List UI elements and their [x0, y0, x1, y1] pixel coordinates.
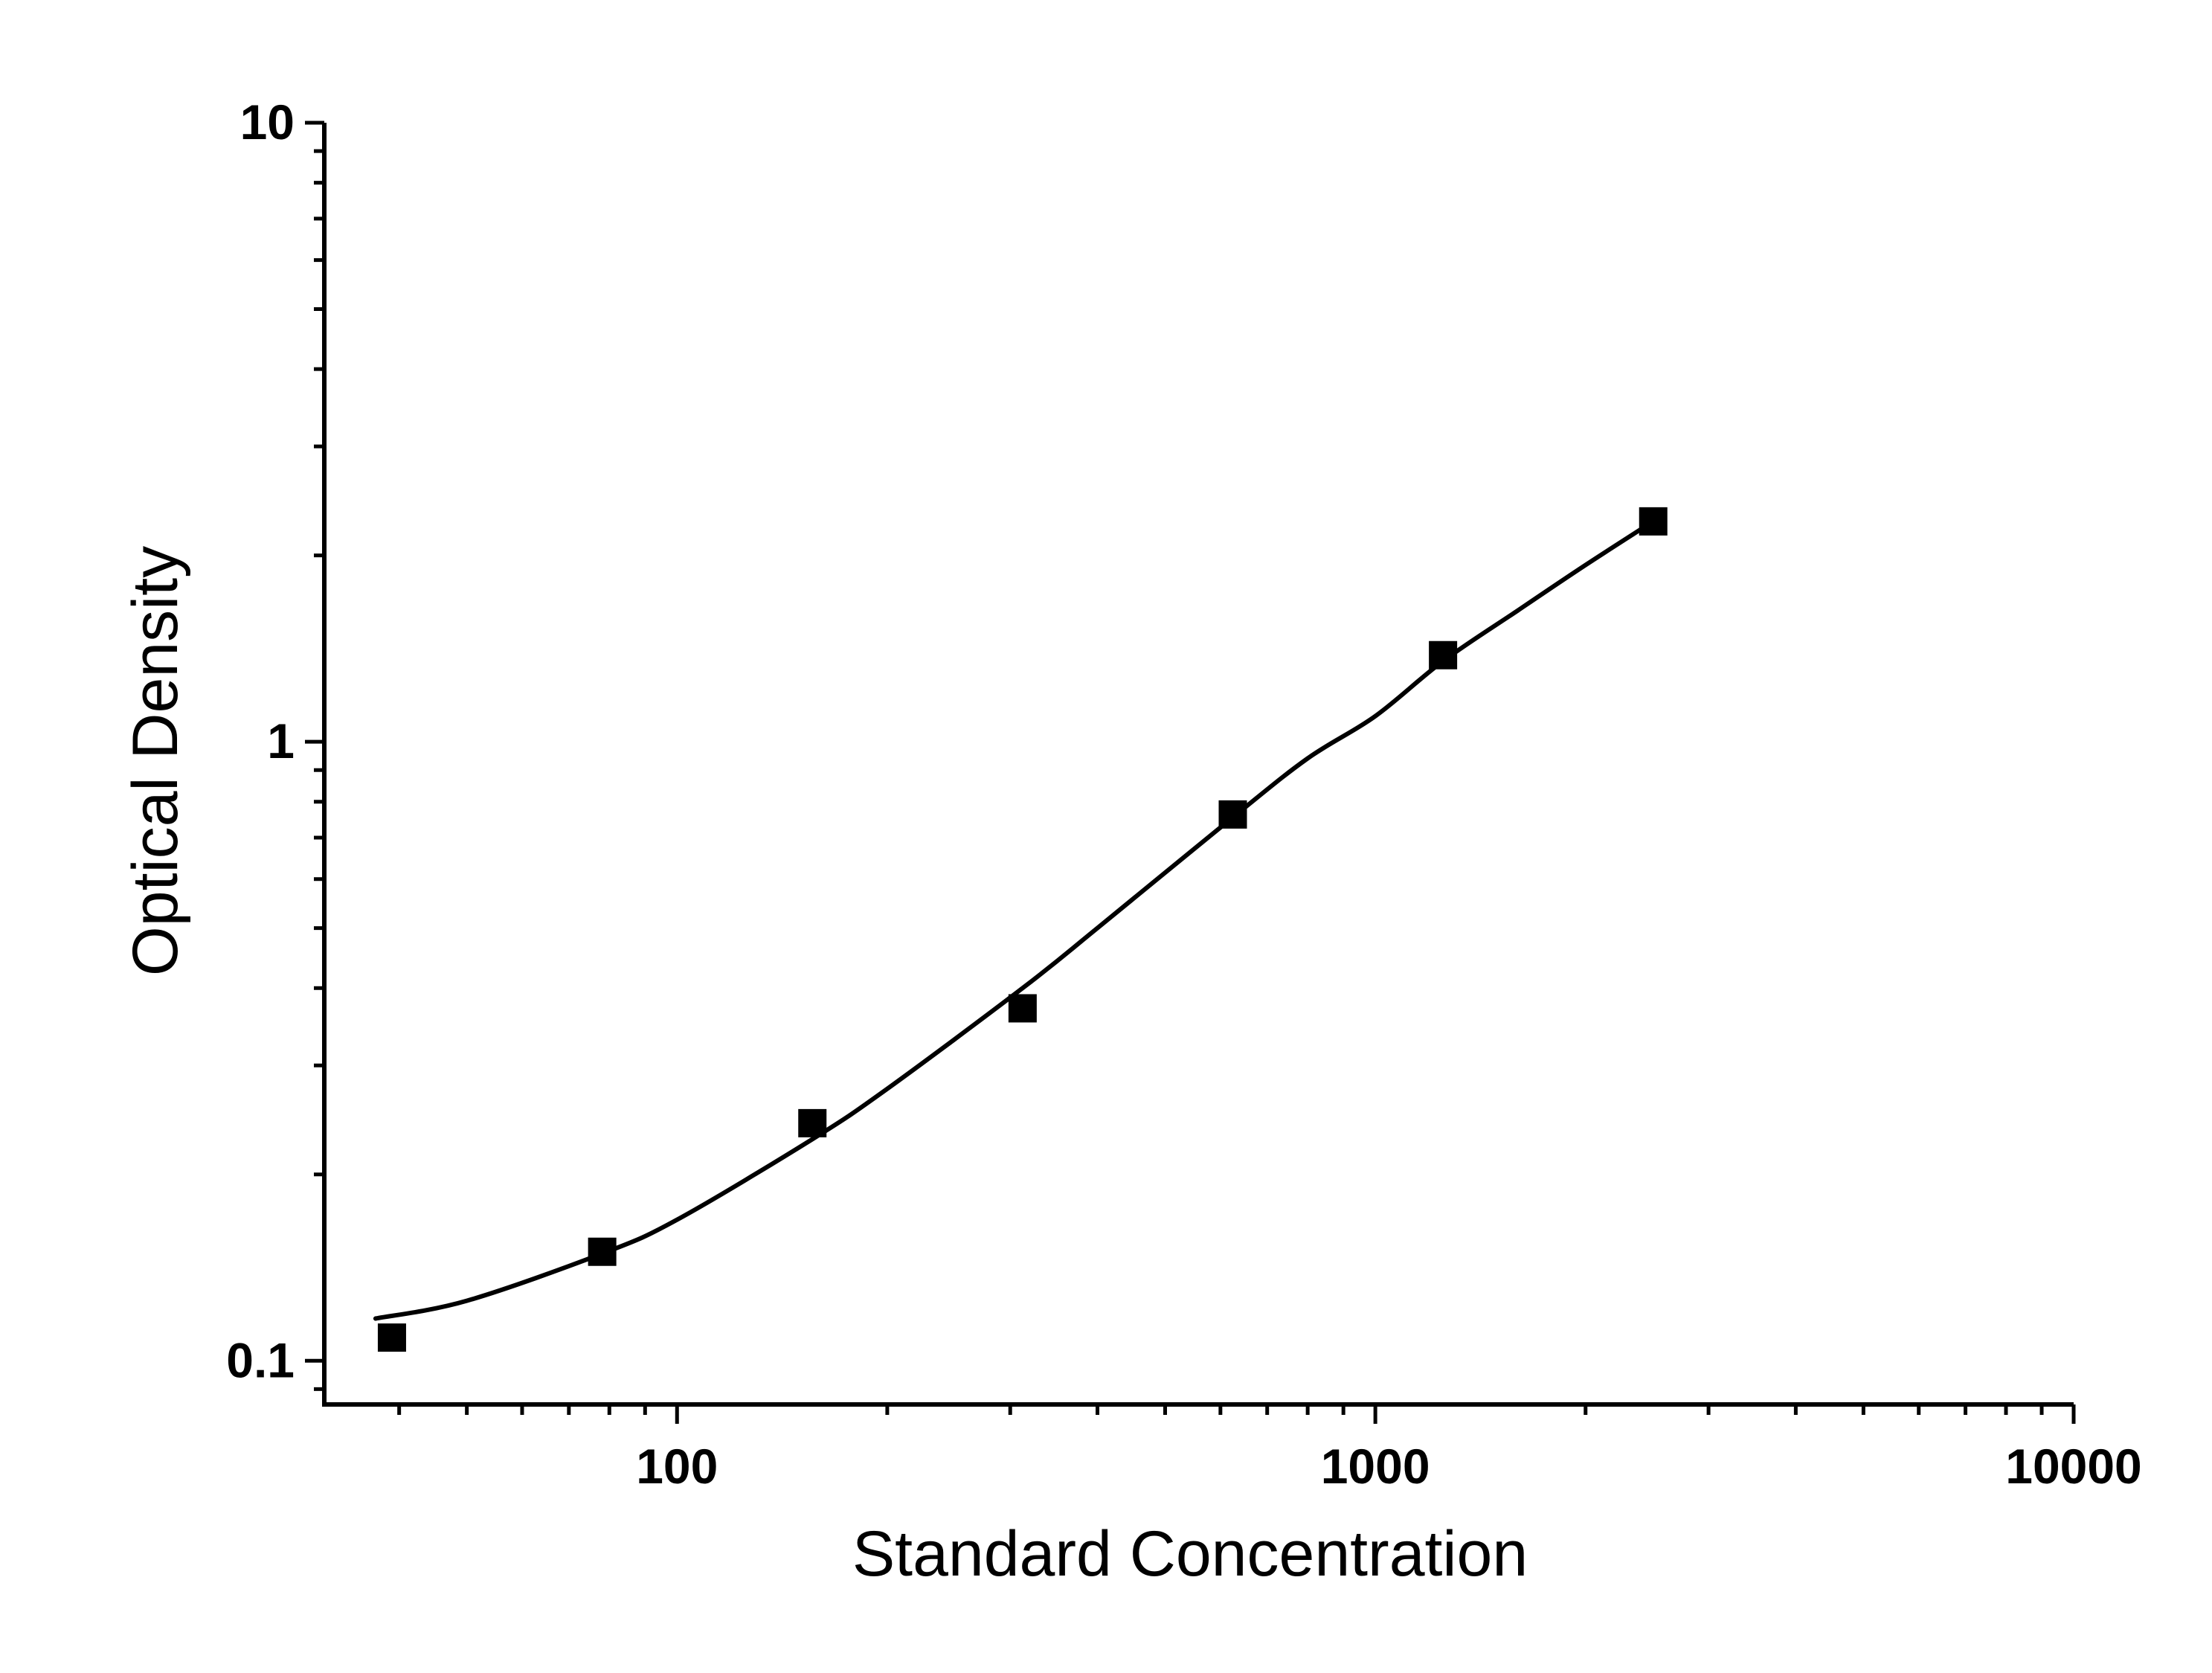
data-point — [1218, 800, 1247, 829]
y-axis-title: Optical Density — [120, 546, 191, 976]
fit-curve-layer — [373, 518, 1656, 1321]
data-point — [588, 1237, 617, 1266]
x-tick-label: 100 — [636, 1439, 718, 1494]
y-tick-label: 10 — [240, 94, 295, 150]
data-point — [1639, 507, 1668, 536]
axes: 0.1 1 10 100 1000 10000 — [226, 94, 2142, 1494]
x-axis-title: Standard Concentration — [852, 1518, 1528, 1590]
y-tick-label: 0.1 — [226, 1332, 295, 1387]
x-tick-label: 10000 — [2005, 1439, 2142, 1494]
data-point — [1429, 640, 1458, 669]
x-tick-label: 1000 — [1321, 1439, 1430, 1494]
data-point — [377, 1323, 406, 1352]
data-points-layer — [377, 507, 1668, 1352]
y-tick-label: 1 — [267, 713, 295, 768]
data-point — [798, 1108, 827, 1137]
data-point — [1008, 994, 1037, 1023]
fit-curve — [373, 518, 1656, 1321]
